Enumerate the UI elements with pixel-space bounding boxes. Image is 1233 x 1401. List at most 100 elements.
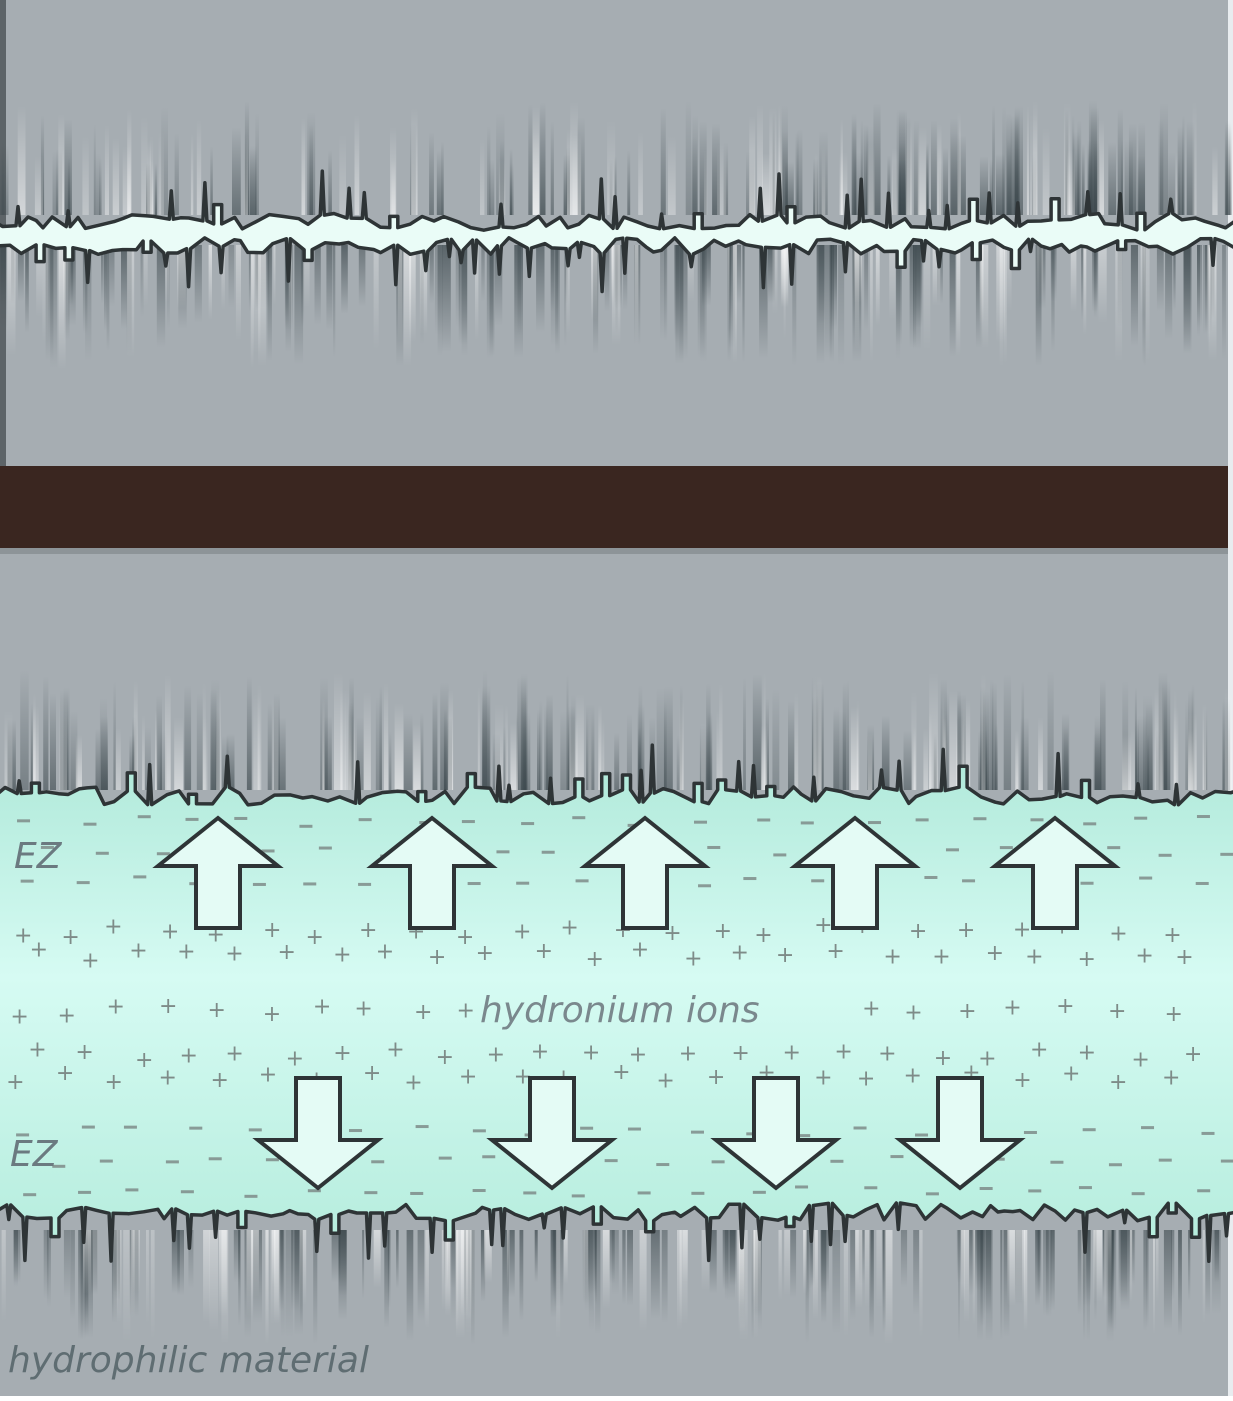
hair-streak <box>760 724 768 790</box>
hair-streak <box>63 1230 70 1299</box>
hair-streak <box>333 245 336 358</box>
hair-streak <box>1081 1230 1087 1316</box>
hair-streak <box>1143 245 1150 362</box>
hair-streak <box>753 1230 761 1310</box>
hair-streak <box>174 717 184 790</box>
minus-sign <box>1050 1160 1064 1164</box>
hair-streak <box>70 711 78 790</box>
plus-sign: + <box>354 997 372 1022</box>
hair-streak <box>1093 141 1100 215</box>
hair-streak <box>1202 1230 1205 1325</box>
hair-streak <box>75 734 82 790</box>
plus-sign: + <box>333 943 351 968</box>
hair-streak <box>1130 245 1138 347</box>
hair-streak <box>255 112 259 215</box>
hair-streak <box>144 727 151 790</box>
hair-streak <box>461 245 468 357</box>
hair-streak <box>142 714 145 790</box>
hair-streak <box>1010 115 1019 215</box>
hair-streak <box>1124 139 1133 215</box>
minus-sign <box>979 1187 993 1191</box>
plus-sign: + <box>159 994 177 1019</box>
hair-streak <box>244 135 248 215</box>
plus-sign: + <box>10 1004 28 1029</box>
hair-streak <box>1104 1230 1112 1312</box>
hair-streak <box>699 121 707 215</box>
hair-streak <box>911 690 917 790</box>
minus-sign <box>945 848 959 852</box>
hair-streak <box>1173 706 1179 790</box>
hair-streak <box>956 720 964 790</box>
hair-streak <box>78 1230 86 1340</box>
hair-streak <box>627 1230 633 1306</box>
hair-streak <box>956 1230 965 1284</box>
hair-streak <box>546 694 553 790</box>
hair-streak <box>252 245 261 354</box>
hair-streak <box>142 245 148 307</box>
hair-streak <box>506 1230 510 1291</box>
hair-streak <box>1088 100 1097 215</box>
hair-streak <box>161 106 168 215</box>
plus-sign: + <box>75 1040 93 1065</box>
hair-streak <box>1108 141 1117 215</box>
hair-streak <box>611 245 614 304</box>
charge-signs: + + + + + + + + + + + + + + + + + + + + + ++ + + + + + + + + + + + + + + + + +… <box>6 815 1233 1198</box>
water-edge-bottom <box>0 1201 1233 1264</box>
hair-streak <box>517 245 522 336</box>
hair-streak <box>790 1230 797 1299</box>
minus-sign <box>410 1191 424 1195</box>
hair-streak <box>528 104 533 215</box>
hair-streak <box>303 245 310 308</box>
hair-streak <box>246 676 252 790</box>
hair-streak <box>675 245 684 365</box>
minus-sign <box>1131 1192 1145 1196</box>
plus-sign: + <box>1175 945 1193 970</box>
hair-streak <box>752 674 762 790</box>
minus-sign <box>915 1133 929 1137</box>
hair-streak <box>495 703 504 790</box>
minus-sign <box>1082 1128 1096 1132</box>
hair-streak <box>824 245 832 359</box>
hair-streak <box>1205 1230 1211 1316</box>
hair-streak <box>917 127 927 215</box>
hair-streak <box>759 245 768 359</box>
hair-streak <box>867 144 875 215</box>
hair-streak <box>931 120 937 215</box>
hair-streak <box>523 712 531 790</box>
hair-streak <box>572 134 582 215</box>
plus-sign: + <box>263 1002 281 1027</box>
hair-streak <box>932 245 941 307</box>
plus-sign: + <box>684 946 702 971</box>
hair-streak <box>406 1230 414 1342</box>
hair-streak <box>177 245 186 309</box>
arrow-up-icon <box>789 815 921 930</box>
hair-streak <box>716 710 719 790</box>
hair-streak <box>943 147 948 215</box>
plus-sign: + <box>1184 1042 1202 1067</box>
divider-bar <box>0 466 1233 550</box>
hair-streak <box>962 700 971 790</box>
hair-streak <box>358 245 366 307</box>
hair-streak <box>99 157 102 215</box>
hair-streak <box>637 704 645 790</box>
hair-streak <box>650 1230 660 1319</box>
hair-streak <box>1081 143 1085 215</box>
hair-streak <box>664 686 673 790</box>
hair-streak <box>250 245 254 369</box>
minus-sign <box>656 1163 670 1167</box>
minus-sign <box>180 1190 194 1194</box>
hair-streak <box>417 1230 425 1322</box>
hair-streak <box>957 111 961 215</box>
hair-streak <box>738 1230 745 1334</box>
hair-streak <box>980 245 989 349</box>
hair-streak <box>536 245 545 333</box>
plus-sign: + <box>457 999 475 1024</box>
hair-streak <box>43 676 49 790</box>
hair-streak <box>1135 718 1139 790</box>
plus-sign: + <box>585 947 603 972</box>
hair-streak <box>58 245 66 370</box>
water-edge-top <box>0 743 1233 807</box>
hair-streak <box>171 1230 180 1294</box>
hair-streak <box>419 245 428 335</box>
hair-streak <box>821 146 826 215</box>
